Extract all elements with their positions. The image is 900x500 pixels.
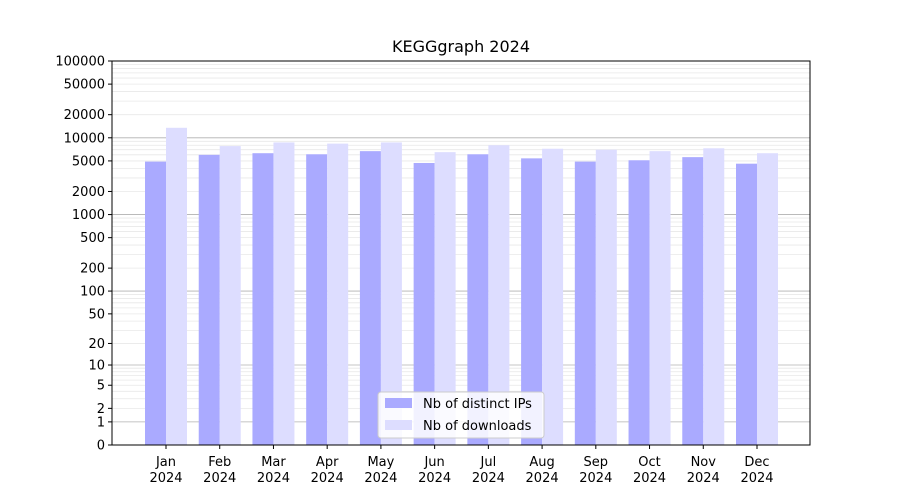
x-tick-label-month: Jan: [155, 455, 176, 470]
y-tick-label: 200: [80, 262, 105, 277]
bar-distinct-ips: [306, 154, 328, 446]
chart-title: KEGGgraph 2024: [392, 37, 530, 56]
y-tick-label: 1: [97, 415, 105, 430]
bar-downloads: [219, 146, 241, 445]
x-tick-label-year: 2024: [579, 471, 612, 486]
x-tick-label-month: Feb: [208, 455, 231, 470]
y-tick-label: 100000: [55, 55, 105, 70]
y-tick-label: 500: [80, 231, 105, 246]
bar-distinct-ips: [145, 161, 166, 446]
bar-distinct-ips: [682, 157, 704, 445]
y-tick-label: 0: [97, 439, 105, 454]
x-tick-label-year: 2024: [740, 471, 773, 486]
bar-downloads: [273, 142, 295, 445]
x-tick-label-year: 2024: [364, 471, 397, 486]
y-tick-label: 2000: [72, 185, 105, 200]
bar-distinct-ips: [736, 163, 757, 446]
x-tick-label-year: 2024: [257, 471, 290, 486]
x-tick-label-month: Mar: [261, 455, 286, 470]
x-tick-label-month: Aug: [529, 455, 554, 470]
x-tick-label-month: Oct: [638, 455, 660, 470]
bar-downloads: [434, 152, 456, 445]
bar-downloads: [649, 151, 671, 446]
y-tick-label: 100: [80, 285, 105, 300]
bar-distinct-ips: [198, 154, 220, 445]
x-tick-label-year: 2024: [203, 471, 236, 486]
y-tick-label: 10000: [64, 131, 105, 146]
bar-downloads: [327, 143, 349, 446]
bar-distinct-ips: [413, 162, 435, 446]
legend-label-downloads: Nb of downloads: [423, 419, 532, 434]
legend-swatch-downloads: [385, 420, 412, 430]
x-tick-label-year: 2024: [418, 471, 451, 486]
y-tick-label: 20: [88, 337, 105, 352]
legend-box: [377, 391, 545, 439]
bar-downloads: [166, 127, 187, 445]
bar-distinct-ips: [574, 161, 596, 446]
bar-distinct-ips: [628, 160, 650, 445]
bar-distinct-ips: [252, 153, 274, 445]
legend-label-distinct-ips: Nb of distinct IPs: [423, 397, 532, 412]
legend: Nb of distinct IPs Nb of downloads: [377, 391, 545, 439]
bar-distinct-ips: [467, 154, 489, 446]
bar-downloads: [542, 148, 564, 445]
y-tick-label: 2: [97, 402, 105, 417]
y-tick-label: 5: [97, 379, 105, 394]
x-tick-label-month: May: [367, 455, 394, 470]
y-tick-label: 1000: [72, 208, 105, 223]
x-tick-label-month: Dec: [744, 455, 769, 470]
x-tick-label-year: 2024: [149, 471, 182, 486]
bar-distinct-ips: [521, 158, 543, 445]
x-tick-label-month: Nov: [691, 455, 717, 470]
x-tick-label-year: 2024: [526, 471, 559, 486]
bar-downloads: [757, 153, 778, 445]
y-tick-label: 50000: [64, 78, 105, 93]
legend-swatch-distinct-ips: [385, 398, 412, 408]
x-tick-label-month: Sep: [584, 455, 609, 470]
y-axis-ticks: 0 12 5 10 20 50 100 200 500 1000 2000 5000 10000 2000…: [55, 55, 112, 454]
x-axis-ticks: Jan2024Feb2024Mar2024Apr2024May2024Jun20…: [149, 445, 774, 486]
bar-downloads: [595, 149, 617, 445]
x-tick-label-month: Apr: [316, 455, 339, 470]
x-tick-label-month: Jun: [423, 455, 444, 470]
bar-downloads: [380, 142, 402, 445]
x-tick-label-month: Jul: [480, 455, 497, 470]
y-tick-label: 5000: [72, 154, 105, 169]
x-tick-label-year: 2024: [472, 471, 505, 486]
y-tick-label: 20000: [64, 108, 105, 123]
plot-frame: [111, 60, 811, 446]
bars: [145, 127, 778, 446]
x-tick-label-year: 2024: [311, 471, 344, 486]
y-tick-label: 50: [88, 307, 105, 322]
bar-downloads: [703, 148, 725, 446]
x-tick-label-year: 2024: [687, 471, 720, 486]
bar-downloads: [488, 145, 510, 446]
x-tick-label-year: 2024: [633, 471, 666, 486]
y-tick-label: 10: [88, 359, 105, 374]
bar-distinct-ips: [359, 151, 381, 446]
